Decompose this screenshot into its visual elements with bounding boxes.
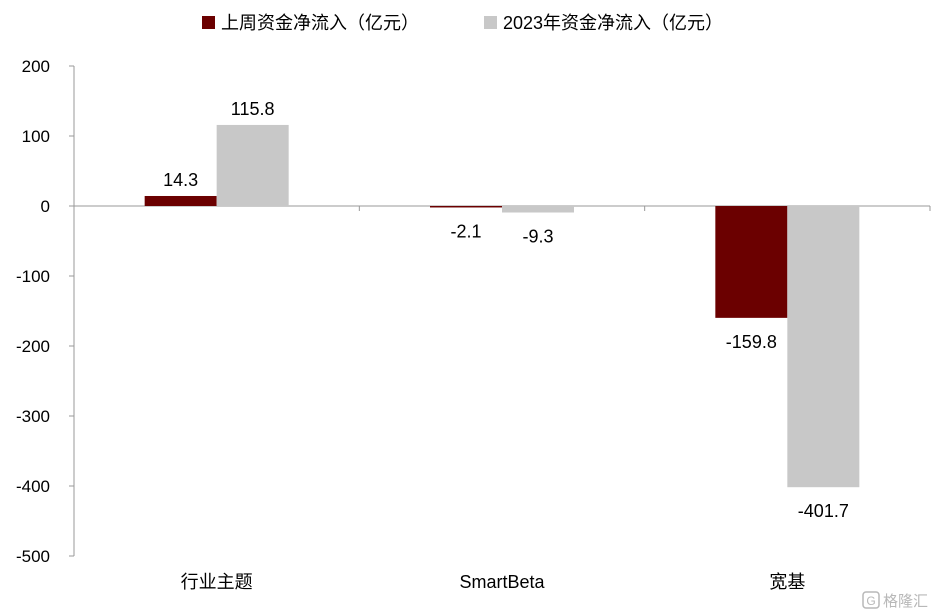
bars — [144, 124, 860, 488]
y-tick-label: 100 — [22, 127, 50, 146]
y-tick-label: -100 — [16, 267, 50, 286]
data-label: 115.8 — [231, 99, 275, 119]
category-label: SmartBeta — [459, 572, 545, 592]
legend-swatch — [484, 16, 497, 29]
data-labels: 14.3 -2.1 -159.8 115.8 -9.3 -401.7 — [163, 99, 849, 521]
legend-label: 2023年资金净流入（亿元） — [503, 13, 723, 33]
bar-last-week — [430, 206, 502, 208]
bar-ytd-2023 — [787, 206, 860, 488]
data-label: -9.3 — [522, 227, 553, 247]
category-label: 宽基 — [769, 572, 805, 592]
data-label: -159.8 — [726, 332, 777, 352]
watermark: G 格隆汇 — [862, 591, 928, 610]
y-tick-label: 200 — [22, 57, 50, 76]
g-logo-letter: G — [866, 594, 875, 608]
data-label: -2.1 — [450, 221, 481, 241]
data-label: 14.3 — [163, 170, 198, 190]
data-label: -401.7 — [798, 501, 849, 521]
bar-last-week — [144, 195, 217, 206]
bar-last-week — [715, 206, 788, 318]
y-tick-label: -500 — [16, 547, 50, 566]
watermark-text: 格隆汇 — [883, 593, 928, 610]
y-axis: 200 100 0 -100 -200 -300 -400 -500 — [16, 57, 75, 566]
legend-label: 上周资金净流入（亿元） — [221, 13, 419, 33]
bar-ytd-2023 — [216, 124, 289, 206]
legend-swatch — [202, 16, 215, 29]
g-logo-icon — [862, 591, 880, 609]
category-label: 行业主题 — [181, 572, 253, 592]
y-tick-label: -200 — [16, 337, 50, 356]
y-tick-label: -400 — [16, 477, 50, 496]
y-tick-label: 0 — [41, 197, 50, 216]
y-tick-label: -300 — [16, 407, 50, 426]
bar-ytd-2023 — [502, 206, 574, 213]
legend: 上周资金净流入（亿元） 2023年资金净流入（亿元） — [202, 13, 723, 33]
